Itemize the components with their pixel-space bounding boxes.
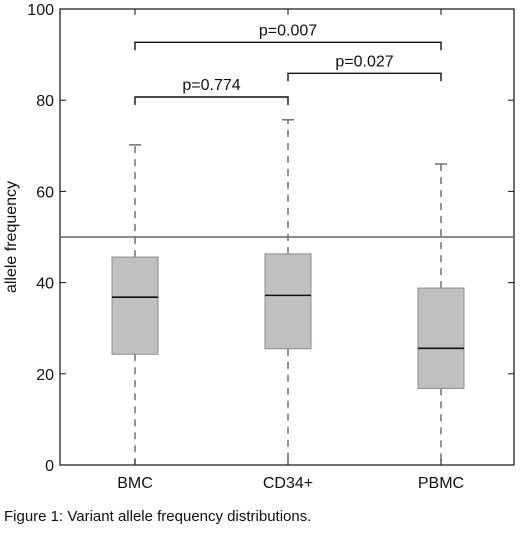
p-value-label: p=0.007 — [259, 22, 317, 39]
x-tick-label: BMC — [117, 475, 153, 492]
y-tick-label: 40 — [36, 276, 54, 293]
significance-bracket — [134, 41, 442, 51]
y-tick-label: 20 — [36, 367, 54, 384]
x-tick-label: CD34+ — [263, 475, 313, 492]
box-iqr — [111, 256, 159, 355]
figure-caption: Figure 1: Variant allele frequency distr… — [4, 508, 312, 525]
y-tick-label: 60 — [36, 184, 54, 201]
box-iqr — [264, 253, 312, 350]
significance-bracket — [287, 72, 442, 82]
x-tick-label: PBMC — [418, 475, 464, 492]
significance-bracket — [134, 96, 289, 106]
y-axis-label: allele frequency — [3, 181, 20, 293]
p-value-label: p=0.027 — [335, 53, 393, 70]
y-tick-label: 0 — [45, 458, 54, 475]
box-iqr — [417, 287, 465, 389]
y-tick-label: 100 — [27, 2, 54, 19]
y-tick-label: 80 — [36, 93, 54, 110]
p-value-label: p=0.774 — [182, 77, 240, 94]
